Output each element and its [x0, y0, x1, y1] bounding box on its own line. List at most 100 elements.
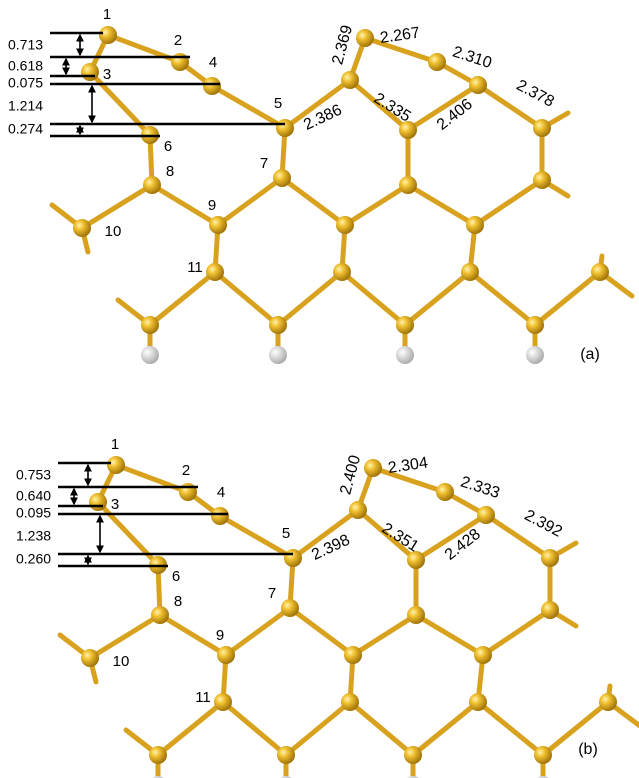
si-atom [341, 693, 359, 711]
bond [226, 608, 290, 655]
panel-label: (b) [578, 741, 598, 758]
si-atom [541, 601, 559, 619]
si-atom [179, 483, 197, 501]
height-label: 0.618 [8, 58, 43, 74]
atom-label: 6 [172, 568, 180, 585]
bond [223, 702, 286, 755]
si-atom [281, 599, 299, 617]
si-atom [541, 549, 559, 567]
bond [345, 185, 408, 225]
si-atom [151, 606, 169, 624]
si-atom [399, 176, 417, 194]
si-atom [591, 263, 609, 281]
si-atom [461, 263, 479, 281]
si-atom [209, 216, 227, 234]
height-label: 0.753 [16, 467, 51, 483]
bond [543, 702, 608, 755]
si-atom [534, 746, 552, 764]
atom-label: 10 [105, 223, 122, 240]
bond [475, 180, 542, 225]
bond [483, 610, 550, 655]
bond [535, 272, 600, 325]
bond [98, 502, 158, 565]
si-atom [273, 169, 291, 187]
si-atom [217, 646, 235, 664]
atom-label: 1 [111, 436, 119, 453]
bond-length: 2.333 [458, 473, 501, 502]
bond [158, 702, 223, 755]
si-atom [284, 549, 302, 567]
si-atom [141, 316, 159, 334]
si-atom [349, 501, 367, 519]
si-atom [333, 263, 351, 281]
height-label: 0.274 [8, 121, 43, 137]
atom-label: 11 [187, 259, 203, 276]
si-atom [203, 77, 221, 95]
si-atom [214, 693, 232, 711]
bond [90, 72, 150, 135]
atom-label: 6 [164, 138, 172, 155]
bond [413, 702, 478, 755]
si-atom [149, 746, 167, 764]
si-atom [277, 746, 295, 764]
atom-label: 5 [282, 525, 290, 542]
si-atom [466, 216, 484, 234]
si-atom [474, 646, 492, 664]
atom-label: 10 [113, 653, 130, 670]
panel: 0.7130.6180.0751.2140.27412345678910112.… [8, 6, 632, 364]
bond [408, 185, 475, 225]
atom-label: 9 [208, 197, 216, 214]
bond [278, 272, 342, 325]
bond-length: 2.369 [329, 23, 356, 66]
bond-length: 2.335 [371, 90, 414, 126]
bond-length: 2.351 [379, 520, 422, 556]
atom-label: 7 [260, 155, 268, 172]
si-atom [143, 176, 161, 194]
bond-length: 2.310 [450, 43, 493, 72]
bond [478, 702, 543, 755]
bond-length: 2.398 [309, 532, 353, 564]
si-atom [356, 29, 374, 47]
si-atom [469, 76, 487, 94]
si-atom [436, 483, 454, 501]
h-atom [526, 346, 544, 364]
si-atom [404, 746, 422, 764]
si-atom [599, 693, 617, 711]
si-atom [407, 606, 425, 624]
panel-label: (a) [580, 346, 600, 363]
h-atom [396, 346, 414, 364]
si-atom [477, 506, 495, 524]
bond [350, 702, 413, 755]
bond [286, 702, 350, 755]
height-label: 1.238 [16, 528, 51, 544]
si-atom [73, 219, 91, 237]
bond [82, 185, 152, 228]
atom-label: 11 [195, 689, 211, 706]
height-label: 0.260 [16, 551, 51, 567]
height-label: 0.713 [8, 37, 43, 53]
atom-label: 8 [166, 163, 174, 180]
atom-label: 2 [182, 462, 190, 479]
atom-label: 4 [209, 54, 217, 71]
bond [282, 178, 345, 225]
atom-label: 8 [174, 593, 182, 610]
si-atom [99, 26, 117, 44]
si-atom [269, 316, 287, 334]
bond [416, 615, 483, 655]
height-label: 1.214 [8, 98, 43, 114]
si-atom [344, 646, 362, 664]
height-label: 0.640 [16, 488, 51, 504]
h-atom [269, 346, 287, 364]
si-atom [341, 71, 359, 89]
bond-length: 2.392 [521, 507, 564, 541]
si-atom [469, 693, 487, 711]
bond [470, 272, 535, 325]
bond-length: 2.400 [337, 453, 364, 496]
atom-label: 3 [111, 496, 119, 513]
bond [405, 272, 470, 325]
atom-label: 4 [217, 484, 225, 501]
atom-label: 7 [268, 585, 276, 602]
si-atom [81, 63, 99, 81]
bond-length: 2.378 [513, 77, 556, 111]
bond [342, 272, 405, 325]
